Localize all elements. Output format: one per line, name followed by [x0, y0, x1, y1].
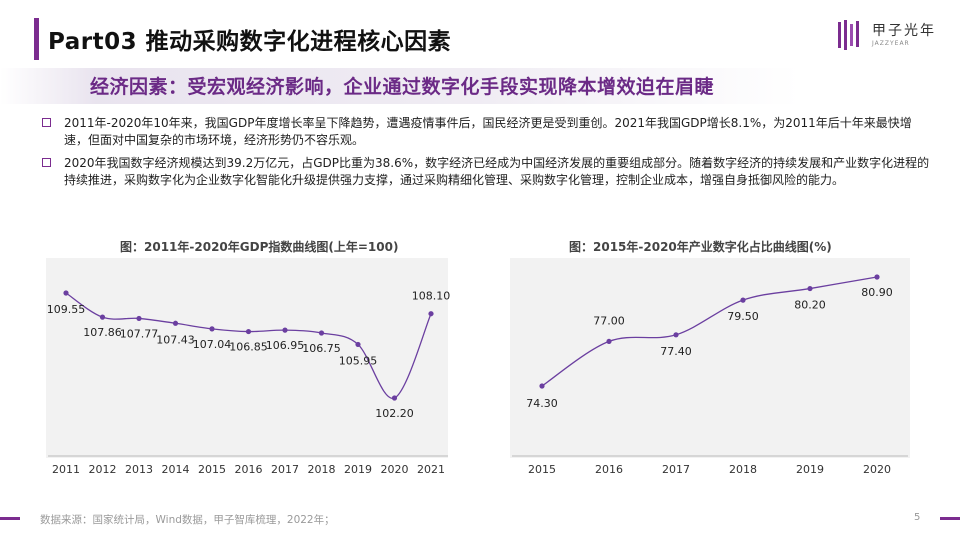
data-label: 109.55 [47, 303, 86, 316]
x-tick-label: 2015 [528, 463, 556, 476]
data-point [63, 290, 69, 296]
data-point [874, 274, 880, 280]
gdp-chart-panel [46, 258, 448, 458]
x-tick-label: 2012 [89, 463, 117, 476]
subtitle-band [0, 68, 800, 104]
data-label: 74.30 [526, 397, 558, 410]
footer-accent-left [0, 517, 20, 520]
data-point [209, 326, 215, 332]
bullet-item: 2011年-2020年10年来，我国GDP年度增长率呈下降趋势，遭遇疫情事件后，… [40, 115, 930, 149]
data-point [391, 395, 398, 401]
data-label: 106.95 [266, 339, 305, 352]
logo-subtext: JAZZYEAR [872, 40, 910, 47]
data-label: 108.10 [412, 290, 451, 303]
data-point [318, 330, 325, 336]
bullet-text: 2011年-2020年10年来，我国GDP年度增长率呈下降趋势，遭遇疫情事件后，… [64, 116, 912, 147]
data-point [355, 341, 361, 348]
section-subtitle: 经济因素：受宏观经济影响，企业通过数字化手段实现降本增效迫在眉睫 [90, 76, 715, 98]
x-tick-label: 2019 [796, 463, 824, 476]
brand-logo: 甲子光年 JAZZYEAR [836, 18, 940, 52]
x-tick-label: 2016 [595, 463, 623, 476]
data-label: 77.40 [660, 345, 692, 358]
data-point [282, 327, 288, 333]
logo-text: 甲子光年 [872, 23, 936, 39]
x-tick-label: 2018 [729, 463, 757, 476]
x-tick-label: 2017 [662, 463, 690, 476]
x-tick-label: 2015 [198, 463, 226, 476]
logo-icon [838, 20, 859, 50]
data-label: 77.00 [593, 314, 625, 327]
title-accent-bar [34, 18, 39, 60]
gdp-chart-title: 图：2011年-2020年GDP指数曲线图(上年=100) [120, 240, 399, 254]
data-label: 102.20 [375, 407, 414, 420]
data-source-note: 数据来源：国家统计局，Wind数据，甲子智库梳理，2022年； [40, 514, 335, 526]
data-point [99, 314, 106, 320]
series-line [541, 276, 878, 387]
data-label: 106.85 [229, 341, 268, 354]
x-tick-label: 2013 [125, 463, 153, 476]
data-label: 107.43 [156, 333, 195, 346]
data-label: 80.20 [794, 299, 826, 312]
data-point [172, 320, 179, 326]
data-point [245, 328, 252, 335]
digitization-chart-title: 图：2015年-2020年产业数字化占比曲线图(%) [569, 240, 832, 254]
page-number: 5 [914, 512, 921, 523]
data-point [428, 311, 434, 317]
x-tick-label: 2011 [52, 463, 80, 476]
data-point [539, 383, 545, 389]
data-point [673, 332, 679, 338]
footer-accent-right [940, 517, 960, 520]
data-point [740, 297, 746, 303]
x-tick-label: 2017 [271, 463, 299, 476]
data-point [606, 338, 612, 345]
bullet-text: 2020年我国数字经济规模达到39.2万亿元，占GDP比重为38.6%，数字经济… [64, 156, 930, 187]
data-label: 105.95 [339, 354, 378, 367]
data-point [136, 315, 142, 322]
page-title: Part03 推动采购数字化进程核心因素 [48, 29, 452, 55]
bullet-list: 2011年-2020年10年来，我国GDP年度增长率呈下降趋势，遭遇疫情事件后，… [40, 115, 930, 195]
x-tick-label: 2018 [308, 463, 336, 476]
x-tick-label: 2020 [381, 463, 409, 476]
data-point [807, 285, 813, 292]
x-tick-label: 2014 [162, 463, 190, 476]
square-bullet-icon [42, 158, 51, 167]
data-label: 79.50 [727, 310, 759, 323]
data-label: 107.86 [83, 326, 122, 339]
data-label: 107.04 [193, 338, 232, 351]
x-tick-label: 2021 [417, 463, 445, 476]
x-tick-label: 2020 [863, 463, 891, 476]
data-label: 107.77 [120, 327, 159, 340]
data-label: 106.75 [302, 342, 341, 355]
square-bullet-icon [42, 118, 51, 127]
data-label: 80.90 [861, 286, 893, 299]
digitization-chart-panel [510, 258, 910, 458]
x-tick-label: 2019 [344, 463, 372, 476]
bullet-item: 2020年我国数字经济规模达到39.2万亿元，占GDP比重为38.6%，数字经济… [40, 155, 930, 189]
x-tick-label: 2016 [235, 463, 263, 476]
